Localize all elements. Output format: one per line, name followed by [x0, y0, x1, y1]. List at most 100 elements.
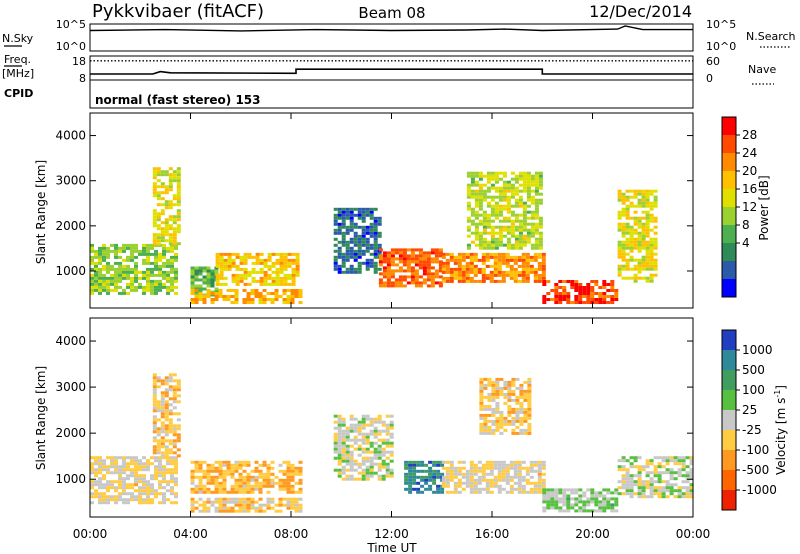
- power-cell-9: [542, 280, 547, 283]
- power-cell-0: [130, 258, 134, 262]
- power-cell-7: [461, 276, 466, 280]
- power-cell-4: [278, 295, 283, 298]
- power-cell-6: [438, 281, 443, 285]
- power-cell-9: [598, 295, 603, 298]
- velocity-cell-8: [550, 500, 555, 504]
- velocity-cell-0: [142, 456, 146, 460]
- power-cell-1: [176, 173, 181, 177]
- velocity-cell-0: [114, 462, 118, 466]
- velocity-cell-9: [681, 459, 686, 463]
- power-cell-8: [498, 210, 503, 214]
- power-cell-5: [369, 216, 374, 220]
- velocity-cell-6: [537, 475, 542, 479]
- power-cell-8: [482, 222, 487, 226]
- power-cell-6: [434, 251, 439, 255]
- velocity-cell-4: [373, 447, 378, 451]
- velocity-cell-9: [685, 480, 690, 484]
- velocity-cell-7: [519, 404, 524, 408]
- power-cell-8: [482, 231, 487, 235]
- power-cell-8: [486, 180, 491, 184]
- velocity-cell-7: [499, 413, 504, 417]
- power-cell-9: [598, 286, 603, 289]
- velocity-cell-6: [485, 484, 490, 488]
- velocity-cell-4: [365, 438, 370, 442]
- velocity-cell-7: [495, 407, 500, 411]
- power-cell-4: [210, 292, 215, 295]
- power-cell-0: [102, 243, 106, 247]
- velocity-cell-2: [194, 490, 199, 494]
- velocity-cell-7: [487, 431, 492, 435]
- velocity-cell-9: [657, 486, 662, 490]
- velocity-cell-9: [629, 465, 634, 469]
- power-cell-8: [514, 201, 519, 205]
- power-cell-6: [410, 248, 415, 252]
- power-cell-8: [534, 204, 539, 208]
- power-cell-4: [270, 301, 275, 304]
- power-cell-10: [641, 234, 646, 238]
- velocity-cell-7: [503, 419, 508, 423]
- velocity-cell-9: [673, 456, 678, 460]
- velocity-cell-0: [106, 468, 110, 472]
- power-cell-0: [90, 246, 94, 250]
- power-cell-3: [227, 252, 232, 256]
- velocity-cell-0: [162, 495, 166, 499]
- power-cell-10: [625, 207, 630, 211]
- power-cell-8: [494, 225, 499, 229]
- velocity-cbar-label-end: ]: [774, 385, 788, 390]
- power-cell-7: [501, 273, 506, 277]
- velocity-cell-8: [590, 500, 595, 504]
- velocity-cell-0: [102, 498, 106, 502]
- power-cell-5: [337, 246, 342, 250]
- velocity-cell-1: [160, 436, 165, 440]
- velocity-cell-6: [489, 484, 494, 488]
- velocity-cell-0: [122, 486, 126, 490]
- power-cell-6: [434, 260, 439, 264]
- velocity-cell-6: [513, 463, 518, 467]
- velocity-cell-6: [537, 463, 542, 467]
- power-cell-10: [653, 252, 658, 256]
- velocity-cell-8: [606, 506, 611, 510]
- power-cell-0: [174, 243, 178, 247]
- power-cell-10: [617, 252, 622, 256]
- velocity-cbar-swatch: [722, 350, 736, 371]
- power-cell-9: [570, 280, 575, 283]
- velocity-cell-7: [487, 419, 492, 423]
- velocity-cell-6: [449, 472, 454, 476]
- velocity-cell-1: [168, 412, 173, 416]
- velocity-cell-6: [497, 469, 502, 473]
- velocity-cell-5: [420, 478, 425, 482]
- velocity-cell-3: [202, 509, 207, 513]
- velocity-cell-6: [537, 460, 542, 464]
- power-cell-5: [333, 264, 338, 268]
- power-cell-9: [574, 295, 579, 298]
- velocity-cell-7: [523, 410, 528, 414]
- power-cell-10: [633, 189, 638, 193]
- power-cell-8: [534, 237, 539, 241]
- velocity-cbar-swatch: [722, 390, 736, 411]
- power-cell-4: [226, 298, 231, 301]
- power-cell-0: [134, 273, 138, 277]
- velocity-cell-1: [168, 424, 173, 428]
- power-cell-5: [357, 270, 362, 274]
- power-cell-6: [418, 248, 423, 252]
- power-cell-7: [445, 270, 450, 274]
- velocity-cell-2: [254, 478, 259, 482]
- velocity-cell-4: [333, 435, 338, 439]
- power-cell-8: [494, 240, 499, 244]
- velocity-cell-8: [590, 509, 595, 513]
- velocity-cell-4: [361, 420, 366, 424]
- velocity-cell-0: [142, 501, 146, 505]
- velocity-cell-5: [424, 469, 429, 473]
- power-cell-4: [290, 289, 295, 292]
- power-cell-8: [530, 246, 535, 250]
- power-cell-8: [518, 174, 523, 178]
- power-cell-0: [98, 246, 102, 250]
- power-cell-6: [406, 269, 411, 273]
- velocity-cell-3: [218, 509, 223, 513]
- power-cell-7: [465, 276, 470, 280]
- velocity-cell-1: [152, 397, 157, 401]
- power-cell-8: [522, 237, 527, 241]
- power-cell-4: [274, 298, 279, 301]
- power-cell-1: [156, 191, 161, 195]
- velocity-cell-2: [274, 475, 279, 479]
